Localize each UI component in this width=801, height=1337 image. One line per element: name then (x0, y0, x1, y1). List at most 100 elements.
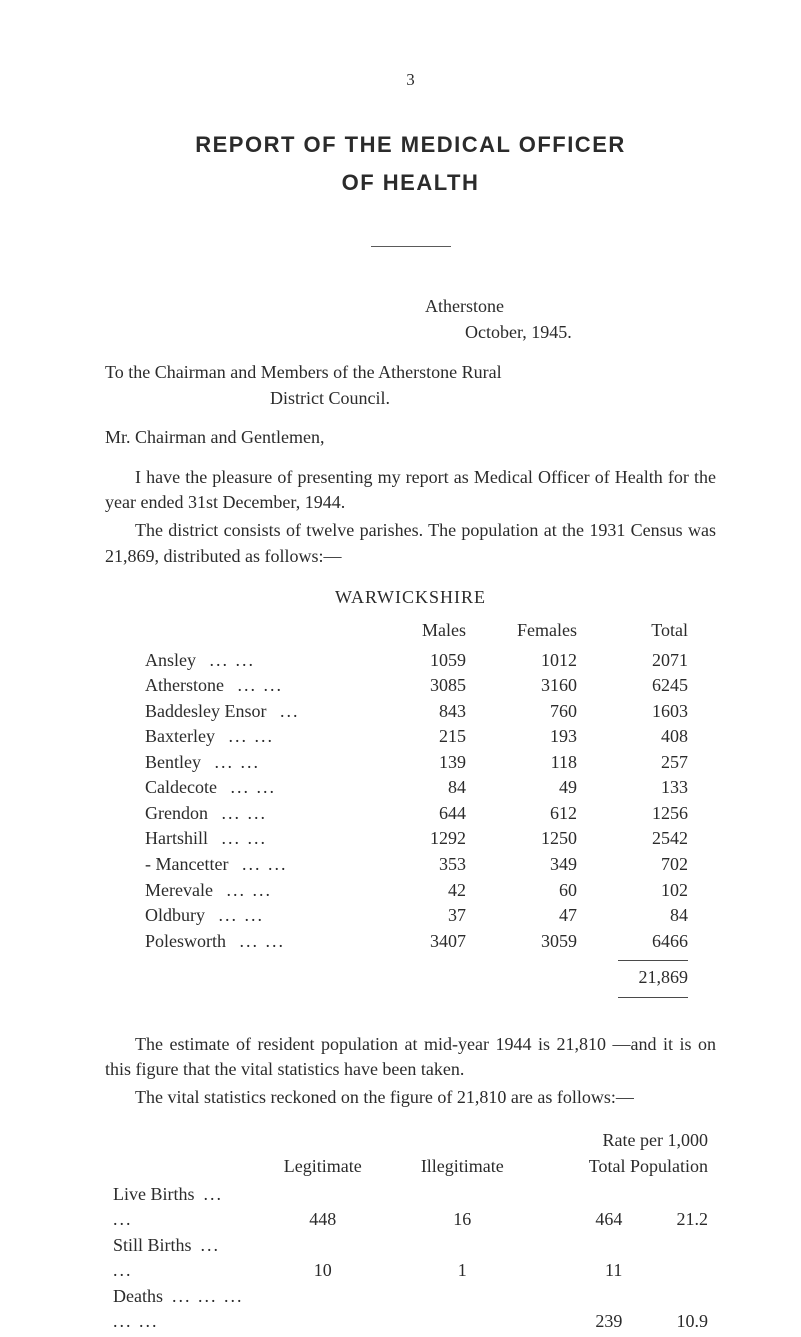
row-label: Deaths (113, 1286, 163, 1306)
cell-males: 353 (371, 852, 482, 878)
cell-rate (630, 1233, 716, 1284)
cell-total-pop: 11 (532, 1233, 630, 1284)
salutation: Mr. Chairman and Gentlemen, (105, 425, 716, 451)
row-name: Bentley (145, 752, 201, 772)
addressee: To the Chairman and Members of the Ather… (105, 359, 716, 411)
cell-total: 84 (593, 903, 704, 929)
cell-legitimate: 448 (253, 1182, 392, 1233)
table-row: Polesworth ... ... 3407 3059 6466 (145, 929, 704, 955)
cell-legitimate (253, 1284, 392, 1335)
table-row: Baddesley Ensor ... 843 760 1603 (145, 699, 704, 725)
row-prefix: - (145, 854, 156, 874)
table-row: Deaths ... ... ... ... ... 239 10.9 (105, 1284, 716, 1335)
cell-total: 702 (593, 852, 704, 878)
cell-females: 118 (482, 750, 593, 776)
leader-dots: ... ... (226, 880, 272, 900)
row-name: Hartshill (145, 828, 208, 848)
cell-total: 133 (593, 775, 704, 801)
row-name: Caldecote (145, 777, 217, 797)
row-name: Merevale (145, 880, 213, 900)
col-legitimate: Legitimate (253, 1154, 392, 1182)
table-row: Live Births ... ... 448 16 464 21.2 (105, 1182, 716, 1233)
cell-females: 3160 (482, 673, 593, 699)
grand-total: 21,869 (593, 965, 704, 991)
table-row: Bentley ... ... 139 118 257 (145, 750, 704, 776)
row-label: Still Births (113, 1235, 192, 1255)
paragraph-1: I have the pleasure of presenting my rep… (105, 465, 716, 516)
addressee-line2: District Council. (270, 385, 716, 411)
cell-total: 6245 (593, 673, 704, 699)
paragraph-2: The district consists of twelve parishes… (105, 518, 716, 569)
cell-females: 60 (482, 878, 593, 904)
rule-row (145, 954, 704, 965)
cell-males: 1292 (371, 826, 482, 852)
table-row: Grendon ... ... 644 612 1256 (145, 801, 704, 827)
cell-total: 1256 (593, 801, 704, 827)
row-name: Oldbury (145, 905, 205, 925)
leader-dots: ... ... (219, 905, 265, 925)
cell-males: 215 (371, 724, 482, 750)
cell-males: 3407 (371, 929, 482, 955)
cell-total-pop: 464 (532, 1182, 630, 1233)
cell-females: 1012 (482, 648, 593, 674)
table-row: Caldecote ... ... 84 49 133 (145, 775, 704, 801)
page-number: 3 (105, 70, 716, 90)
parish-table: Males Females Total Ansley ... ... 1059 … (145, 618, 704, 1002)
cell-total: 257 (593, 750, 704, 776)
col-total: Total (593, 618, 704, 648)
table-header-row: Males Females Total (145, 618, 704, 648)
grand-total-row: 21,869 (145, 965, 704, 991)
cell-total: 2071 (593, 648, 704, 674)
cell-males: 84 (371, 775, 482, 801)
letterhead-meta: Atherstone October, 1945. (425, 293, 716, 345)
cell-males: 139 (371, 750, 482, 776)
row-name: Baddesley Ensor (145, 701, 266, 721)
addressee-line1: To the Chairman and Members of the Ather… (105, 362, 502, 382)
table-row: - Mancetter ... ... 353 349 702 (145, 852, 704, 878)
col-females: Females (482, 618, 593, 648)
table-row: Baxterley ... ... 215 193 408 (145, 724, 704, 750)
cell-females: 3059 (482, 929, 593, 955)
cell-illegitimate: 1 (392, 1233, 532, 1284)
estimate-paragraph-1: The estimate of resident population at m… (105, 1032, 716, 1083)
births-table: Rate per 1,000 Legitimate Illegitimate T… (105, 1128, 716, 1334)
title-line-1: REPORT OF THE MEDICAL OFFICER (105, 132, 716, 158)
leader-dots: ... ... (242, 854, 288, 874)
cell-females: 760 (482, 699, 593, 725)
row-name: Baxterley (145, 726, 215, 746)
table-row: Ansley ... ... 1059 1012 2071 (145, 648, 704, 674)
cell-total: 102 (593, 878, 704, 904)
col-total-population: Total Population (532, 1154, 716, 1182)
cell-rate: 10.9 (630, 1284, 716, 1335)
row-name: Atherstone (145, 675, 224, 695)
cell-illegitimate (392, 1284, 532, 1335)
rule-row (145, 991, 704, 1002)
cell-rate: 21.2 (630, 1182, 716, 1233)
cell-total-pop: 239 (532, 1284, 630, 1335)
table-row: Hartshill ... ... 1292 1250 2542 (145, 826, 704, 852)
leader-dots: ... ... (240, 931, 286, 951)
title-line-2: OF HEALTH (105, 170, 716, 196)
col-illegitimate: Illegitimate (392, 1154, 532, 1182)
cell-males: 1059 (371, 648, 482, 674)
cell-males: 843 (371, 699, 482, 725)
leader-dots: ... ... (221, 803, 267, 823)
row-name: Polesworth (145, 931, 226, 951)
leader-dots: ... ... (237, 675, 283, 695)
cell-males: 3085 (371, 673, 482, 699)
cell-females: 49 (482, 775, 593, 801)
location: Atherstone (425, 293, 716, 319)
cell-males: 37 (371, 903, 482, 929)
table-row: Merevale ... ... 42 60 102 (145, 878, 704, 904)
cell-females: 193 (482, 724, 593, 750)
leader-dots: ... ... (228, 726, 274, 746)
table-header-row-1: Rate per 1,000 (105, 1128, 716, 1154)
cell-total: 2542 (593, 826, 704, 852)
horizontal-rule (371, 246, 451, 247)
row-name: Grendon (145, 803, 208, 823)
cell-males: 644 (371, 801, 482, 827)
leader-dots: ... ... (215, 752, 261, 772)
col-males: Males (371, 618, 482, 648)
leader-dots: ... (280, 701, 300, 721)
cell-legitimate: 10 (253, 1233, 392, 1284)
